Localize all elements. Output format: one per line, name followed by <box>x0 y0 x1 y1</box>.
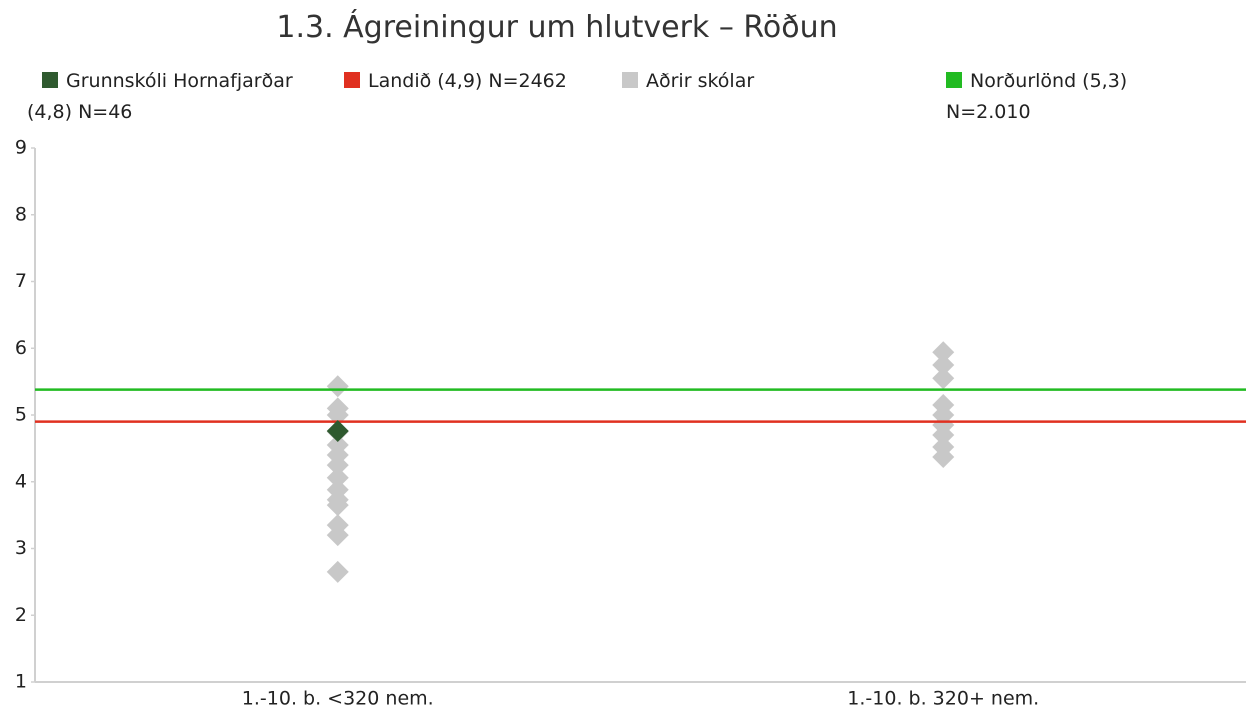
y-tick-label: 4 <box>15 470 27 492</box>
legend-label: Aðrir skólar <box>646 70 755 92</box>
point <box>932 353 955 376</box>
point <box>326 454 349 477</box>
point <box>932 424 955 447</box>
x-tick-label: 1.-10. b. 320+ nem. <box>847 688 1039 710</box>
point <box>932 367 955 390</box>
chart-title: 1.3. Ágreiningur um hlutverk – Röðun <box>276 10 838 45</box>
point <box>326 494 349 517</box>
y-tick-label: 6 <box>15 337 27 359</box>
y-tick-label: 9 <box>15 137 27 159</box>
legend-swatch <box>622 72 638 88</box>
legend-item: Grunnskóli Hornafjarðar (4,8) N=46 <box>27 66 337 128</box>
legend-label: Grunnskóli Hornafjarðar (4,8) N=46 <box>27 70 293 123</box>
y-tick-label: 5 <box>15 404 27 426</box>
x-tick-label: 1.-10. b. <320 nem. <box>242 688 434 710</box>
y-tick-label: 8 <box>15 203 27 225</box>
y-tick-label: 7 <box>15 270 27 292</box>
legend-item: Landið (4,9) N=2462 <box>344 66 614 97</box>
legend-label: Landið (4,9) N=2462 <box>368 70 567 92</box>
legend-label: Norðurlönd (5,3) N=2.010 <box>946 70 1128 123</box>
legend-swatch <box>344 72 360 88</box>
legend-item: Norðurlönd (5,3) N=2.010 <box>946 66 1146 128</box>
legend-item: Aðrir skólar <box>622 66 872 97</box>
y-tick-label: 3 <box>15 537 27 559</box>
point <box>326 524 349 547</box>
point <box>326 420 349 443</box>
y-tick-label: 1 <box>15 671 27 693</box>
point <box>326 560 349 583</box>
point <box>932 446 955 469</box>
point <box>326 466 349 489</box>
y-tick-label: 2 <box>15 604 27 626</box>
point <box>932 341 955 364</box>
legend-swatch <box>946 72 962 88</box>
legend-swatch <box>42 72 58 88</box>
point <box>326 375 349 398</box>
